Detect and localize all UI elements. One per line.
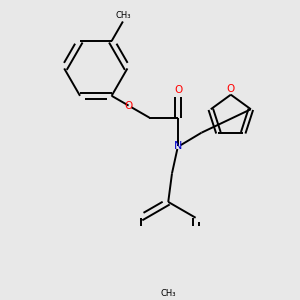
- Text: O: O: [174, 85, 182, 95]
- Text: CH₃: CH₃: [160, 289, 176, 298]
- Text: CH₃: CH₃: [115, 11, 131, 20]
- Text: O: O: [227, 84, 235, 94]
- Text: N: N: [174, 141, 182, 151]
- Text: O: O: [124, 100, 133, 111]
